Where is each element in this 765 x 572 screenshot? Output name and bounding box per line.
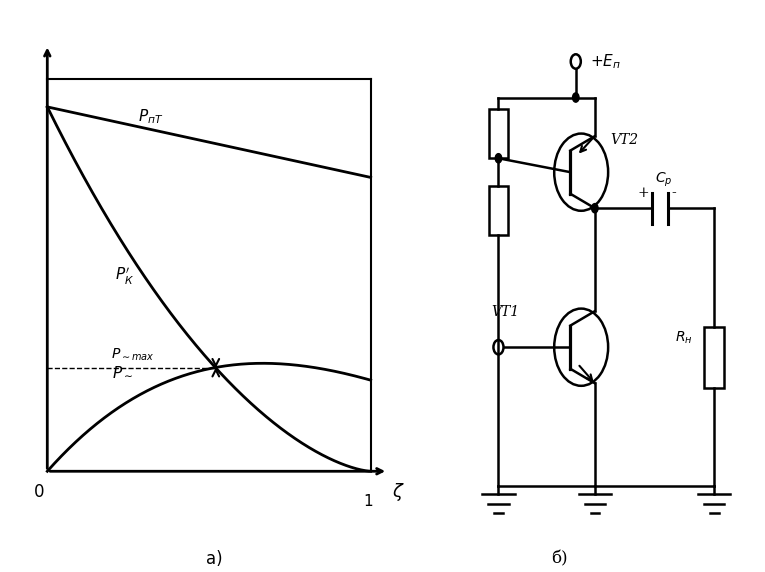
Text: -: - [671,186,675,200]
Text: $P_{пТ}$: $P_{пТ}$ [138,108,164,126]
Text: VT2: VT2 [610,133,639,147]
Text: $+E_{п}$: $+E_{п}$ [590,53,621,72]
Text: $R_{н}$: $R_{н}$ [675,330,692,347]
Text: +: + [638,186,649,200]
Text: б): б) [552,550,568,567]
Text: 0: 0 [34,483,44,502]
Text: 1: 1 [363,494,373,509]
Circle shape [572,93,579,102]
Circle shape [591,204,598,213]
Circle shape [495,154,502,163]
Text: VT1: VT1 [491,305,519,319]
Text: $\zeta$: $\zeta$ [392,482,404,503]
Text: $C_{р}$: $C_{р}$ [655,170,672,189]
Text: $P_К'$: $P_К'$ [116,265,135,287]
Text: $P_{\sim}$: $P_{\sim}$ [112,365,133,379]
Bar [489,109,509,158]
Bar [705,327,724,388]
Bar [489,186,509,235]
Text: $P_{\sim max}$: $P_{\sim max}$ [112,347,155,363]
Text: а): а) [206,550,223,568]
